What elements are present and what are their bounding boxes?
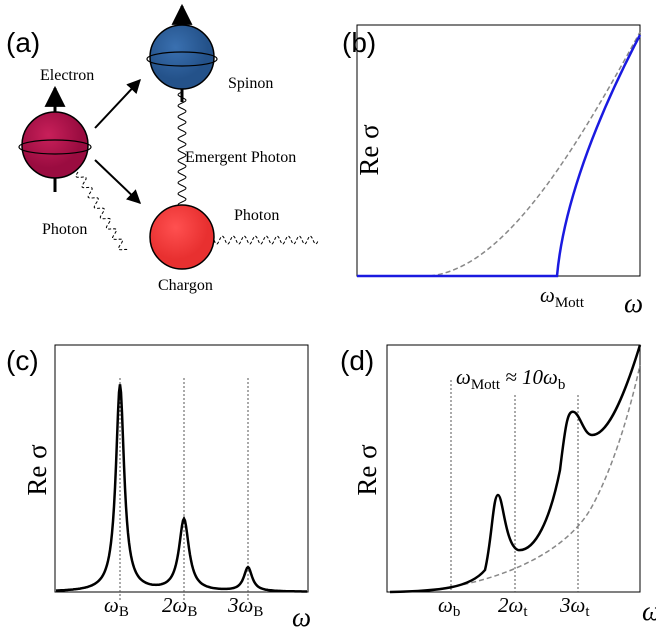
- frame: [356, 24, 641, 277]
- tick-label: 3ωt: [559, 593, 590, 620]
- text: B: [119, 604, 129, 620]
- text: 3ω: [227, 593, 253, 617]
- tick-label: 2ωt: [498, 593, 528, 620]
- tick-label: ωb: [438, 593, 460, 620]
- text: 2ω: [498, 593, 523, 617]
- tick-label: ωMott: [540, 283, 585, 311]
- text: Electron: [40, 67, 94, 84]
- panel-label: (b): [342, 27, 376, 58]
- text: B: [253, 604, 263, 620]
- text: ω: [104, 593, 119, 617]
- text: Photon: [42, 221, 87, 238]
- curve: [429, 31, 641, 277]
- orbit: [18, 139, 92, 155]
- tick-label: 2ωB: [162, 593, 197, 620]
- text: b: [558, 377, 566, 393]
- text: t: [523, 604, 528, 620]
- x-axis-label: ω: [292, 602, 311, 629]
- text: b: [453, 604, 461, 620]
- text: Mott: [555, 295, 585, 311]
- text: Chargon: [158, 277, 213, 294]
- spinon: [149, 24, 215, 90]
- annotation: ωMott ≈ 10ωb: [456, 365, 565, 393]
- photon-line: [213, 235, 319, 245]
- arrow: [94, 159, 142, 204]
- text: ω: [456, 365, 471, 389]
- panel-label: (c): [6, 345, 39, 376]
- tick-label: 3ωB: [227, 593, 263, 620]
- x-axis-label: ω: [642, 596, 656, 626]
- orbit: [146, 51, 218, 67]
- text: Photon: [234, 207, 279, 224]
- y-axis-label: Re σ: [22, 444, 52, 496]
- curve: [399, 364, 641, 593]
- panel-a: (a) Electron Spinon Chargon Emergent Pho…: [6, 3, 319, 294]
- panel-label: (d): [340, 345, 374, 376]
- text: Mott: [471, 377, 501, 393]
- curve: [55, 384, 307, 593]
- panel-label: (a): [6, 27, 40, 58]
- tick-label: ωB: [104, 593, 129, 620]
- text: ≈ 10ω: [500, 365, 558, 389]
- text: 2ω: [162, 593, 187, 617]
- x-axis-label: ω: [624, 288, 643, 318]
- panel-b: (b) Re σ ωMott ω: [342, 24, 643, 318]
- text: t: [585, 604, 590, 620]
- text: B: [187, 604, 197, 620]
- panel-d: (d) Re σ ωMott ≈ 10ωb ωb 2ωt 3ωt ω: [340, 344, 656, 626]
- curve: [357, 34, 642, 278]
- chargon: [149, 204, 215, 270]
- y-axis-label: Re σ: [352, 444, 382, 496]
- panel-c: (c) Re σ ωB 2ωB 3ωB ω: [6, 344, 311, 629]
- curve: [389, 344, 642, 594]
- text: ω: [540, 283, 555, 307]
- text: Spinon: [228, 75, 273, 92]
- text: Emergent Photon: [185, 149, 296, 166]
- frame: [54, 344, 309, 593]
- text: 3ω: [559, 593, 585, 617]
- arrow: [94, 78, 141, 129]
- y-axis-label: Re σ: [354, 124, 384, 176]
- electron: [21, 111, 89, 179]
- photon-line: [75, 171, 128, 251]
- emergent-photon-line: [177, 91, 187, 206]
- frame: [386, 344, 641, 593]
- text: ω: [438, 593, 453, 617]
